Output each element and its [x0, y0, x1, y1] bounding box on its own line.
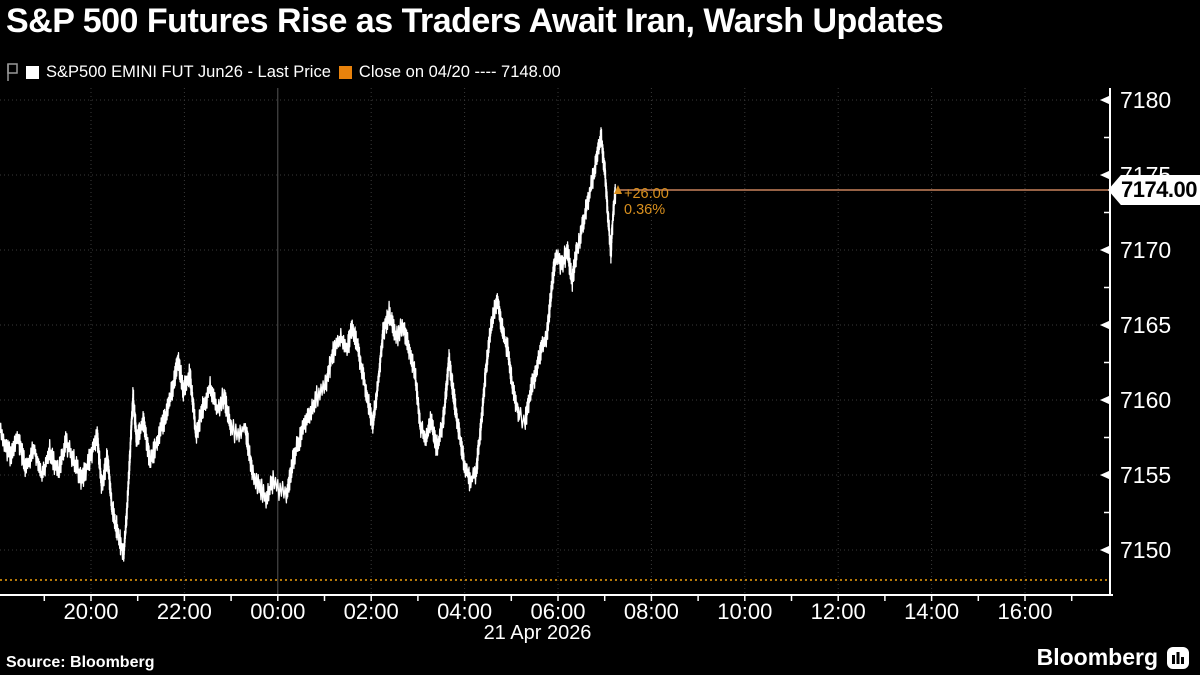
- last-price-flag: 7174.00: [1108, 175, 1200, 205]
- x-axis-tick-label: 08:00: [623, 599, 679, 624]
- legend-item-series: S&P500 EMINI FUT Jun26 - Last Price: [26, 63, 331, 82]
- gridlines: [0, 88, 1110, 595]
- change-percent: 0.36%: [624, 202, 666, 218]
- change-annotation: +26.00 0.36%: [624, 186, 669, 218]
- x-axis-tick-label: 10:00: [717, 599, 773, 624]
- source-credit: Source: Bloomberg: [6, 654, 155, 671]
- close-swatch: [338, 65, 352, 79]
- y-axis-tick-label: 7155: [1120, 462, 1172, 488]
- y-axis-tick-label: 7165: [1120, 312, 1172, 338]
- legend-series-label: S&P500 EMINI FUT Jun26 - Last Price: [46, 62, 331, 81]
- bloomberg-wordmark: Bloomberg: [1037, 644, 1190, 671]
- legend-item-close: Close on 04/20 ---- 7148.00: [338, 62, 561, 82]
- x-axis-tick-label: 00:00: [250, 599, 306, 624]
- y-axis-tick-label: 7170: [1120, 237, 1172, 263]
- legend-close-label: Close on 04/20 ---- 7148.00: [358, 62, 561, 81]
- y-axis-tick-label: 7160: [1120, 387, 1172, 413]
- chart-legend: S&P500 EMINI FUT Jun26 - Last Price Clos…: [4, 60, 561, 84]
- x-axis-tick-label: 16:00: [997, 599, 1053, 624]
- bloomberg-logo-text: Bloomberg: [1036, 644, 1158, 670]
- x-axis-tick-label: 02:00: [343, 599, 399, 624]
- chart-title: S&P 500 Futures Rise as Traders Await Ir…: [6, 2, 944, 40]
- y-axis-tick-label: 7150: [1120, 537, 1172, 563]
- axes: [0, 88, 1113, 601]
- flag-icon: [7, 63, 18, 81]
- price-series-line: [0, 127, 617, 562]
- x-axis-tick-label: 14:00: [904, 599, 960, 624]
- x-axis-tick-label: 06:00: [530, 599, 586, 624]
- y-axis-tick-label: 7180: [1120, 87, 1172, 113]
- series-swatch: [26, 65, 39, 79]
- x-axis-tick-label: 04:00: [437, 599, 493, 624]
- x-axis-tick-label: 20:00: [63, 599, 119, 624]
- change-value: +26.00: [624, 186, 669, 202]
- x-axis-date: 21 Apr 2026: [483, 622, 592, 644]
- bloomberg-logo-icon: [1167, 646, 1189, 669]
- change-marker-icon: [614, 185, 622, 194]
- x-axis-tick-label: 12:00: [810, 599, 866, 624]
- x-axis-tick-label: 22:00: [156, 599, 212, 624]
